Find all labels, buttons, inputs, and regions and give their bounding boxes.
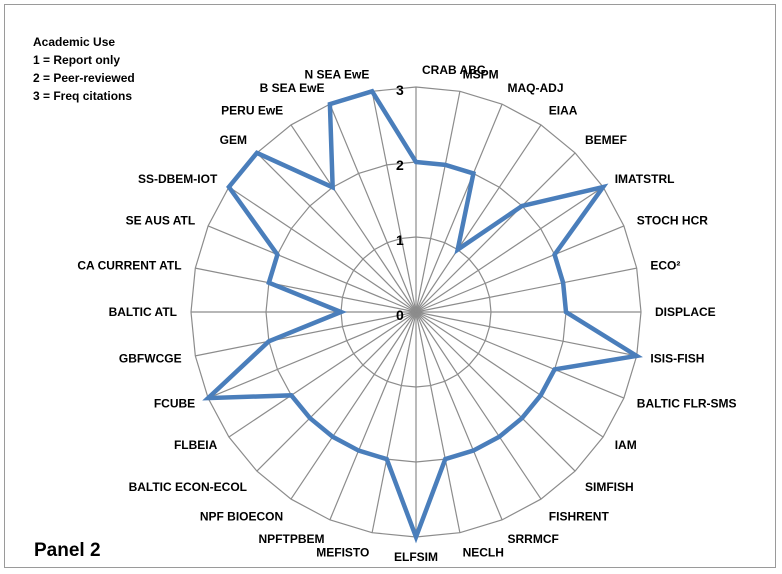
grid-spoke [195,311,417,357]
category-label: STOCH HCR [637,214,708,228]
category-label: SRRMCF [508,532,559,546]
grid-spoke [415,311,503,521]
grid-spoke [371,311,417,533]
radar-series [202,88,643,544]
tick-label: 2 [396,157,404,173]
grid-spoke [371,91,417,313]
category-label: DISPLACE [655,305,716,319]
category-label: NPF BIOECON [200,510,283,524]
grid-spoke [415,152,576,313]
category-label: ECO² [650,258,680,272]
category-label: CA CURRENT ATL [77,258,181,272]
grid-spoke [415,225,625,313]
grid-spoke [415,91,461,313]
category-label: IMATSTRL [615,172,675,186]
grid-spoke [415,311,637,357]
category-label: FLBEIA [174,438,218,452]
grid-spoke [415,186,604,313]
legend-title: Academic Use [33,35,116,49]
legend-item-3: 3 = Freq citations [33,89,133,103]
category-label: FISHRENT [549,510,610,524]
category-label: EIAA [549,103,578,117]
legend: Academic Use 1 = Report only 2 = Peer-re… [33,33,135,105]
tick-label: 1 [396,232,404,248]
grid-spoke [256,311,417,472]
category-label: MSPM [463,68,499,82]
series-line [202,88,643,544]
grid-spoke [228,311,417,438]
grid-spoke [228,186,417,313]
category-label: BALTIC FLR-SMS [637,397,737,411]
category-label: PERU EwE [221,103,283,117]
grid-spoke [415,311,542,500]
category-label: SE AUS ATL [126,214,196,228]
category-label: ISIS-FISH [650,352,704,366]
grid-spoke [195,267,417,313]
category-label: B SEA EwE [260,81,325,95]
category-label: BEMEF [585,133,627,147]
legend-item-2: 2 = Peer-reviewed [33,71,135,85]
panel-label: Panel 2 [34,540,101,561]
grid-spoke [329,311,417,521]
category-label: NECLH [463,545,504,559]
radar-grid [190,86,642,538]
category-label: N SEA EwE [304,68,369,82]
category-label: CRAB ABC [422,63,486,77]
grid-spoke [415,311,604,438]
category-label: IAM [615,438,637,452]
grid-spoke [415,103,503,313]
category-label: ELFSIM [394,550,438,564]
grid-spoke [256,152,417,313]
grid-spoke [415,124,542,313]
category-label: NPFTPBEM [259,532,325,546]
grid-spoke [415,311,461,533]
grid-spoke [415,311,625,399]
category-label: BALTIC ECON-ECOL [129,480,247,494]
grid-spoke [207,311,417,399]
grid-spoke [329,103,417,313]
category-label: MEFISTO [316,545,369,559]
grid-spoke [415,311,576,472]
category-label: FCUBE [154,397,195,411]
grid-spoke [207,225,417,313]
category-label: SIMFISH [585,480,634,494]
grid-spoke [290,124,417,313]
grid-spoke [415,267,637,313]
category-label: GEM [220,133,247,147]
category-label: GBFWCGE [119,352,182,366]
grid-spoke [290,311,417,500]
category-label: SS-DBEM-IOT [138,172,218,186]
radar-tick-labels: 0 1 2 3 [396,82,404,323]
category-label: MAQ-ADJ [508,81,564,95]
category-label: BALTIC ATL [109,305,177,319]
tick-label: 3 [396,82,404,98]
tick-label: 0 [396,307,404,323]
legend-item-1: 1 = Report only [33,53,121,67]
